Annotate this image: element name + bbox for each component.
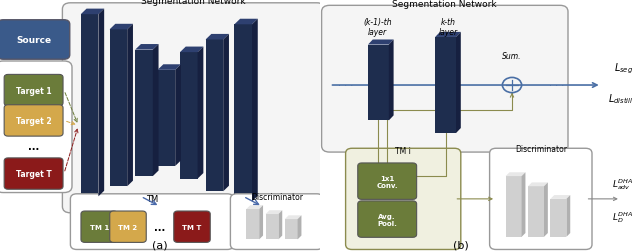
- Polygon shape: [175, 65, 181, 166]
- Text: Target 2: Target 2: [16, 116, 51, 125]
- Bar: [368, 45, 389, 121]
- FancyBboxPatch shape: [110, 211, 147, 242]
- Bar: [109, 30, 127, 186]
- Text: (a): (a): [152, 239, 168, 249]
- FancyBboxPatch shape: [174, 211, 210, 242]
- Polygon shape: [223, 35, 229, 192]
- Text: TM: TM: [146, 195, 158, 204]
- Text: Segmentation Network: Segmentation Network: [141, 0, 246, 6]
- Polygon shape: [252, 20, 258, 202]
- Polygon shape: [205, 35, 229, 40]
- Polygon shape: [278, 210, 282, 239]
- FancyBboxPatch shape: [63, 4, 325, 213]
- Polygon shape: [389, 40, 394, 121]
- Polygon shape: [135, 45, 159, 50]
- FancyBboxPatch shape: [0, 62, 72, 193]
- Text: (b): (b): [453, 239, 468, 249]
- Text: $L_{D}^{DHA}$: $L_{D}^{DHA}$: [612, 209, 634, 224]
- FancyBboxPatch shape: [0, 21, 70, 60]
- Bar: [135, 50, 153, 176]
- Bar: [285, 219, 298, 239]
- Polygon shape: [234, 20, 258, 25]
- Polygon shape: [528, 183, 548, 186]
- Polygon shape: [285, 215, 301, 219]
- Polygon shape: [566, 195, 570, 237]
- Polygon shape: [198, 47, 204, 179]
- Polygon shape: [127, 25, 133, 186]
- Text: Target 1: Target 1: [16, 86, 51, 95]
- Text: $L_{adv}^{DHA}$: $L_{adv}^{DHA}$: [612, 176, 634, 192]
- FancyBboxPatch shape: [70, 194, 234, 249]
- Text: Target T: Target T: [16, 169, 51, 178]
- Polygon shape: [180, 47, 204, 53]
- Polygon shape: [109, 25, 133, 30]
- Polygon shape: [81, 10, 104, 15]
- FancyBboxPatch shape: [4, 158, 63, 190]
- Text: TM T: TM T: [182, 224, 202, 230]
- Text: Source: Source: [16, 36, 51, 45]
- Polygon shape: [522, 173, 525, 237]
- Text: Sum.: Sum.: [502, 51, 522, 60]
- Polygon shape: [550, 195, 570, 199]
- Polygon shape: [266, 210, 282, 214]
- Bar: [506, 176, 522, 237]
- FancyBboxPatch shape: [4, 105, 63, 137]
- Text: · · ·: · · ·: [338, 81, 353, 91]
- Text: ...: ...: [154, 222, 166, 232]
- Text: · · ·: · · ·: [549, 81, 564, 91]
- FancyBboxPatch shape: [4, 75, 63, 106]
- Text: Avg.
Pool.: Avg. Pool.: [377, 213, 397, 226]
- Bar: [180, 53, 198, 179]
- Polygon shape: [506, 173, 525, 176]
- Text: $L_{distill}$: $L_{distill}$: [608, 91, 634, 105]
- Text: (k-1)-th
layer: (k-1)-th layer: [364, 18, 392, 37]
- FancyBboxPatch shape: [358, 163, 417, 200]
- Bar: [435, 38, 456, 134]
- Text: ...: ...: [28, 141, 39, 151]
- Polygon shape: [435, 33, 461, 38]
- Text: TM 1: TM 1: [90, 224, 109, 230]
- Bar: [550, 199, 566, 237]
- Polygon shape: [246, 205, 263, 209]
- Polygon shape: [153, 45, 159, 176]
- Bar: [234, 25, 252, 202]
- Text: Discriminator: Discriminator: [251, 192, 303, 201]
- Bar: [157, 71, 175, 166]
- Text: $L_{seg}$: $L_{seg}$: [614, 61, 634, 75]
- Polygon shape: [99, 10, 104, 197]
- Bar: [528, 186, 544, 237]
- Text: Discriminator: Discriminator: [515, 144, 567, 153]
- Polygon shape: [259, 205, 263, 239]
- Bar: [205, 40, 223, 192]
- FancyBboxPatch shape: [230, 194, 323, 249]
- Bar: [246, 209, 259, 239]
- Polygon shape: [157, 65, 181, 71]
- FancyBboxPatch shape: [322, 6, 568, 152]
- Text: k-th
layer: k-th layer: [438, 18, 458, 37]
- Text: 1x1
Conv.: 1x1 Conv.: [376, 175, 398, 188]
- Bar: [81, 15, 99, 197]
- FancyBboxPatch shape: [358, 201, 417, 237]
- Text: Segmentation Network: Segmentation Network: [392, 0, 497, 9]
- FancyBboxPatch shape: [346, 149, 461, 249]
- Polygon shape: [368, 40, 394, 45]
- Text: TM i: TM i: [396, 147, 411, 156]
- Polygon shape: [456, 33, 461, 134]
- Polygon shape: [544, 183, 548, 237]
- Text: TM 2: TM 2: [118, 224, 138, 230]
- Polygon shape: [298, 215, 301, 239]
- FancyBboxPatch shape: [81, 211, 118, 242]
- FancyBboxPatch shape: [490, 149, 592, 249]
- Bar: [266, 214, 278, 239]
